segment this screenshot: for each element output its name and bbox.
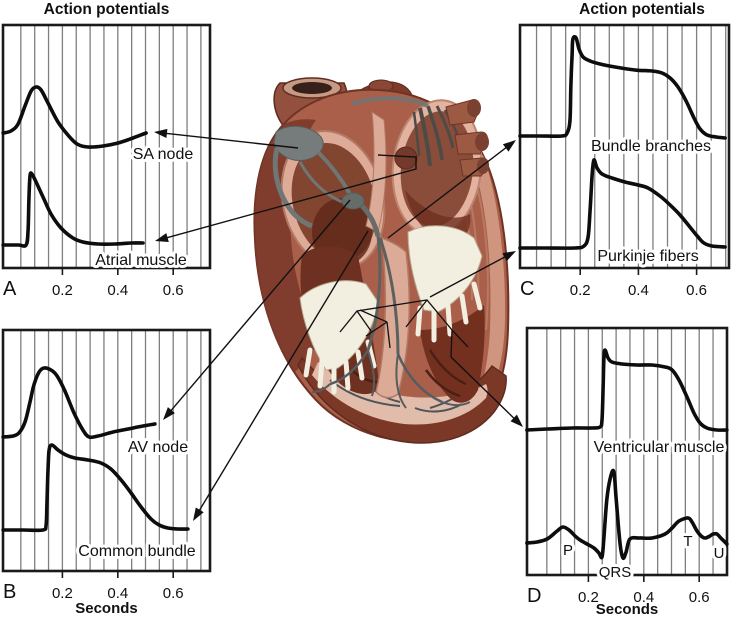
heart-art — [253, 77, 510, 444]
tick-label-0.4: 0.4 — [107, 282, 128, 299]
trace-av-node — [1, 366, 157, 440]
panel-letter-a: A — [3, 278, 17, 300]
title-action-potentials-right: Action potentials — [579, 1, 705, 18]
x-axis-label-seconds-b: Seconds — [75, 600, 138, 617]
tick-label-0.6: 0.6 — [686, 282, 707, 299]
x-axis-label-seconds-d: Seconds — [595, 601, 659, 618]
trace-bundle-branches — [518, 35, 727, 140]
ecg-label-u: U — [714, 545, 725, 562]
panel-letter-b: B — [3, 581, 16, 603]
trace-sa-node — [1, 85, 148, 149]
bachmann-arc — [351, 96, 429, 108]
panel-d-chart: 0.2 0.4 0.6 Ventricular muscle P QRS T U D — [525, 326, 729, 607]
ecg-label-qrs: QRS — [599, 564, 632, 581]
trace-ecg — [525, 468, 729, 561]
plot-border — [518, 23, 731, 270]
label-sa-node: SA node — [133, 146, 194, 163]
x-axis-ticks: 0.2 0.4 0.6 — [52, 268, 184, 299]
panel-c-chart: 0.2 0.4 0.6 Bundle branches Purkinje fibers C — [518, 23, 731, 300]
label-purkinje-fibers: Purkinje fibers — [597, 248, 698, 265]
title-action-potentials-left: Action potentials — [43, 1, 170, 18]
label-ventricular-muscle: Ventricular muscle — [594, 439, 725, 456]
gridlines — [535, 25, 727, 268]
trace-atrial-muscle — [1, 171, 145, 248]
tick-label-0.4: 0.4 — [633, 589, 654, 606]
trace-common-bundle — [1, 443, 190, 533]
x-axis-ticks: 0.2 0.4 0.6 — [570, 268, 707, 299]
x-axis-ticks: 0.2 0.4 0.6 — [52, 571, 184, 602]
tick-label-0.2: 0.2 — [52, 585, 73, 602]
av-node-region — [341, 192, 365, 210]
panel-b-chart: 0.2 0.4 0.6 AV node Common bundle B — [1, 328, 212, 603]
tick-label-0.2: 0.2 — [570, 282, 591, 299]
trace-purkinje-fibers — [518, 158, 727, 250]
x-axis-ticks: 0.2 0.4 0.6 — [578, 575, 710, 606]
panel-a-chart: 0.2 0.4 0.6 SA node Atrial muscle A — [1, 23, 212, 300]
tick-label-0.6: 0.6 — [689, 589, 710, 606]
panel-letter-d: D — [527, 585, 541, 607]
trace-ventricular-muscle — [525, 348, 729, 432]
label-common-bundle: Common bundle — [78, 543, 196, 560]
tick-label-0.2: 0.2 — [578, 589, 599, 606]
plot-border — [525, 326, 729, 577]
tick-label-0.6: 0.6 — [163, 585, 184, 602]
tick-label-0.4: 0.4 — [628, 282, 649, 299]
tick-label-0.2: 0.2 — [52, 282, 73, 299]
tick-label-0.6: 0.6 — [163, 282, 184, 299]
label-bundle-branches: Bundle branches — [591, 138, 711, 155]
panel-letter-c: C — [520, 278, 534, 300]
label-av-node: AV node — [128, 439, 188, 456]
label-atrial-muscle: Atrial muscle — [95, 252, 187, 269]
tick-label-0.4: 0.4 — [107, 585, 128, 602]
ecg-label-t: T — [683, 533, 692, 550]
ecg-label-p: P — [563, 542, 573, 559]
